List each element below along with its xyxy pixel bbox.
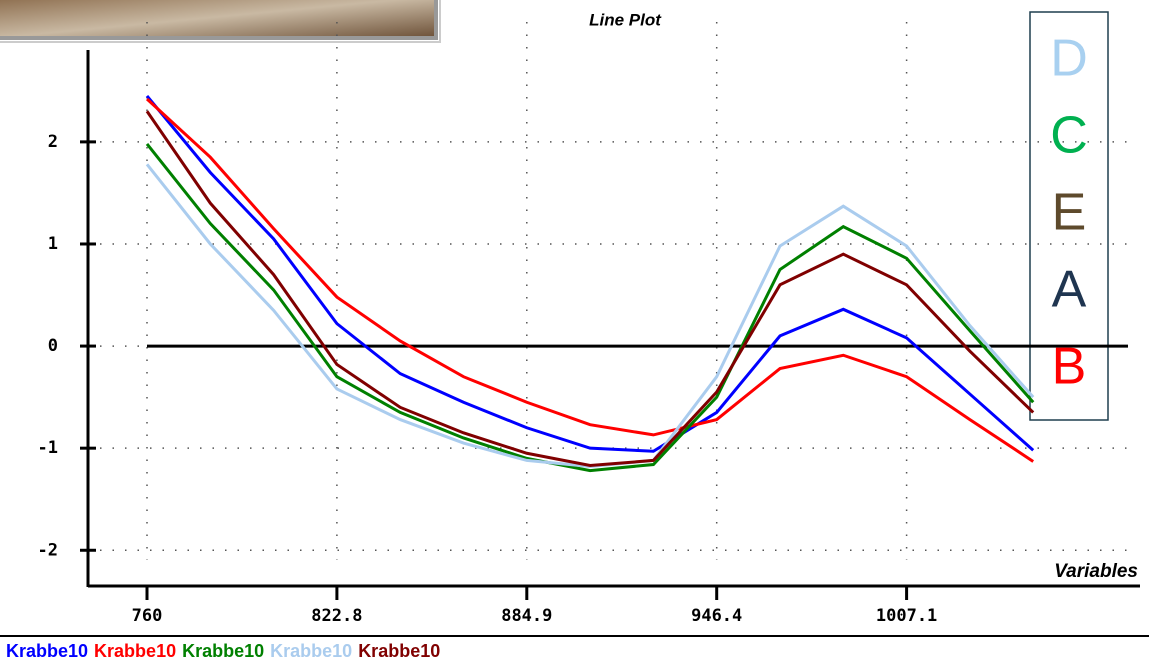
x-axis-label: Variables	[1054, 561, 1138, 582]
annotation: A	[1052, 261, 1087, 319]
legend-entry: Krabbe10	[182, 641, 264, 661]
series-line	[145, 163, 1035, 469]
legend-entry: Krabbe10	[94, 641, 176, 661]
series-line	[145, 94, 1035, 453]
photo	[0, 0, 438, 40]
x-tick-label: 1007.1	[876, 606, 937, 626]
series-line	[145, 142, 1035, 473]
y-tick-label: -2	[38, 540, 58, 560]
photo-frame	[0, 0, 441, 43]
x-tick-label: 760	[132, 606, 163, 626]
y-tick-label: -1	[38, 438, 58, 458]
legend-entry: Krabbe10	[270, 641, 352, 661]
annotation-box	[1029, 11, 1109, 421]
y-tick-label: 0	[48, 336, 58, 356]
legend-entry: Krabbe10	[6, 641, 88, 661]
series-line	[145, 110, 1035, 468]
annotation: B	[1052, 338, 1087, 396]
y-tick-label: 1	[48, 234, 58, 254]
annotation: C	[1050, 107, 1088, 165]
annotation: E	[1052, 184, 1087, 242]
x-tick-label: 822.8	[311, 606, 362, 626]
legend-entry: Krabbe10	[358, 641, 440, 661]
x-tick-label: 946.4	[691, 606, 742, 626]
x-tick-label: 884.9	[501, 606, 552, 626]
chart-title: Line Plot	[589, 10, 662, 29]
annotation: D	[1050, 30, 1088, 88]
series-line	[145, 97, 1035, 463]
y-tick-label: 2	[48, 132, 58, 152]
